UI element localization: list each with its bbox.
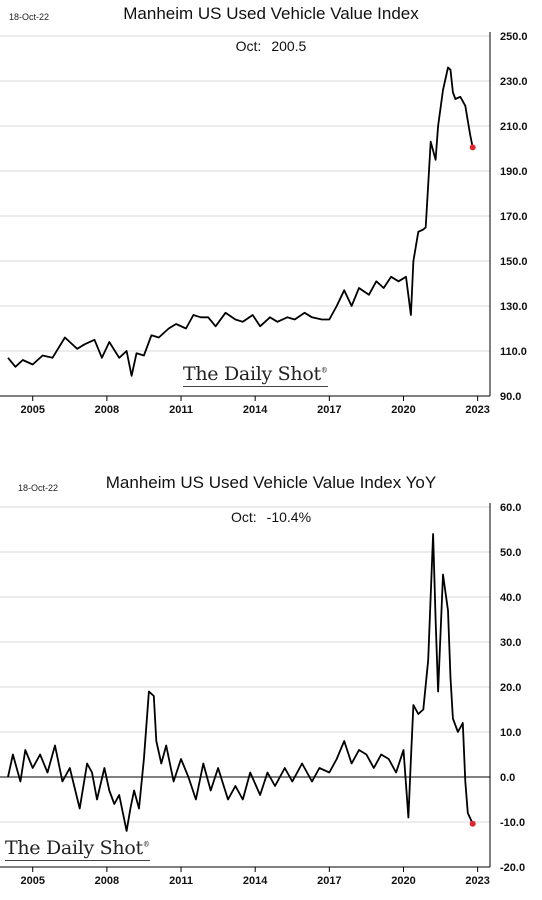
chart-plot-yoy: -20.0 -10.0 0.0 10.0 20.0 30.0 40.0 50.0 60.0 200… <box>0 502 525 887</box>
y-tick-label: 170.0 <box>500 211 528 223</box>
watermark-logo: The Daily Shot® <box>183 363 328 387</box>
series-line <box>7 66 474 377</box>
y-tick-label: 10.0 <box>500 727 521 739</box>
x-tick-label: 2011 <box>169 875 193 887</box>
watermark-text: The Daily Shot <box>5 837 143 859</box>
x-tick-label: 2017 <box>317 404 341 416</box>
watermark-text: The Daily Shot <box>183 363 321 385</box>
watermark-registered-mark: ® <box>142 840 150 849</box>
x-tick-label: 2008 <box>95 875 119 887</box>
date-stamp: 18-Oct-22 <box>9 12 50 22</box>
y-tick-label: 60.0 <box>500 502 521 514</box>
chart-plot-index: 90.0 110.0 130.0 150.0 170.0 190.0 210.0 230.0 2… <box>0 31 528 416</box>
chart-panel-yoy: 18-Oct-22 Manheim US Used Vehicle Value … <box>0 465 542 900</box>
y-tick-label: 90.0 <box>500 391 521 403</box>
y-tick-label: 110.0 <box>500 346 527 358</box>
latest-label: Oct: <box>230 509 257 525</box>
y-tick-label: -20.0 <box>500 862 525 874</box>
x-tick-label: 2011 <box>169 404 193 416</box>
x-tick-label: 2020 <box>391 404 415 416</box>
chart-title: Manheim US Used Vehicle Value Index <box>123 4 419 23</box>
date-stamp: 18-Oct-22 <box>18 483 59 493</box>
latest-point-marker <box>469 820 476 827</box>
y-tick-label: 130.0 <box>500 301 528 313</box>
x-tick-label: 2023 <box>465 875 489 887</box>
x-tick-label: 2017 <box>317 875 341 887</box>
chart-panel-index: 18-Oct-22 Manheim US Used Vehicle Value … <box>0 0 542 420</box>
watermark-logo: The Daily Shot® <box>5 837 150 861</box>
y-tick-label: 190.0 <box>500 166 528 178</box>
y-tick-label: 250.0 <box>500 31 528 43</box>
x-tick-label: 2014 <box>243 404 268 416</box>
y-tick-label: 30.0 <box>500 637 521 649</box>
y-tick-label: 50.0 <box>500 547 521 559</box>
latest-value: 200.5 <box>271 38 307 54</box>
y-tick-label: -10.0 <box>500 817 525 829</box>
x-tick-label: 2020 <box>391 875 415 887</box>
latest-value: -10.4% <box>266 509 312 525</box>
watermark-registered-mark: ® <box>320 366 328 375</box>
series-line <box>7 533 474 832</box>
y-tick-label: 210.0 <box>500 121 528 133</box>
x-tick-label: 2005 <box>20 404 44 416</box>
y-tick-label: 20.0 <box>500 682 521 694</box>
x-tick-label: 2005 <box>20 875 44 887</box>
latest-value-readout: Oct: -10.4% <box>0 509 542 525</box>
x-tick-label: 2014 <box>243 875 268 887</box>
chart-title: Manheim US Used Vehicle Value Index YoY <box>105 473 437 492</box>
x-tick-label: 2023 <box>465 404 489 416</box>
latest-value-readout: Oct: 200.5 <box>0 38 542 54</box>
latest-label: Oct: <box>235 38 262 54</box>
y-tick-label: 40.0 <box>500 592 521 604</box>
y-tick-label: 150.0 <box>500 256 528 268</box>
y-tick-label: 230.0 <box>500 76 528 88</box>
y-tick-label: 0.0 <box>500 772 515 784</box>
x-tick-label: 2008 <box>95 404 119 416</box>
latest-point-marker <box>469 144 476 151</box>
